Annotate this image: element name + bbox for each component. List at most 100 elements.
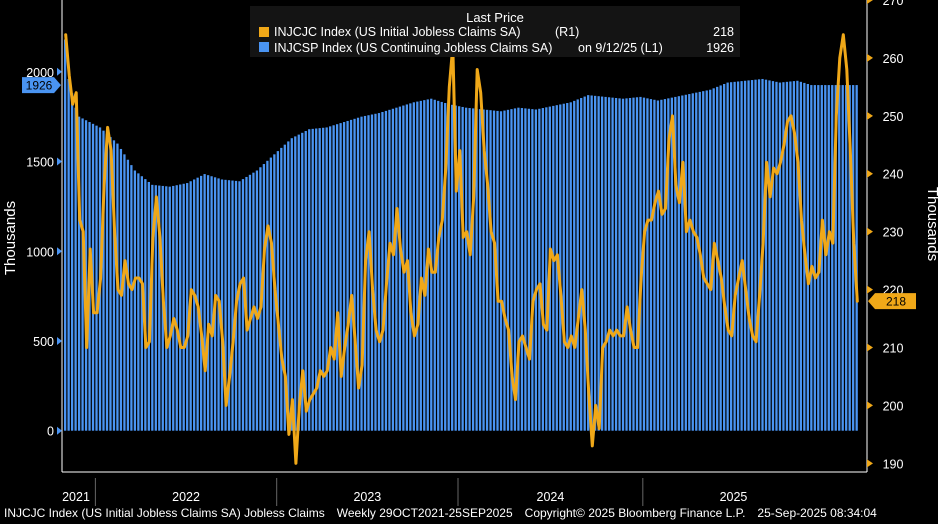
- continuing-claims-bar: [499, 111, 503, 431]
- continuing-claims-bar: [182, 183, 185, 431]
- legend: Last Price INJCJC Index (US Initial Jobl…: [250, 6, 740, 57]
- continuing-claims-bar: [513, 108, 517, 431]
- footer-timestamp: 25-Sep-2025 08:34:04: [757, 506, 877, 520]
- right-last-value-tag: 218: [868, 293, 916, 310]
- continuing-claims-bar: [241, 179, 245, 431]
- continuing-claims-bar: [74, 107, 77, 431]
- continuing-claims-bar: [391, 108, 395, 431]
- continuing-claims-bar: [660, 99, 663, 431]
- right-tick-marker: [867, 53, 873, 62]
- continuing-claims-bar: [168, 186, 171, 431]
- continuing-claims-bar: [635, 97, 639, 431]
- continuing-claims-bar: [444, 103, 447, 431]
- year-label: 2025: [720, 490, 748, 504]
- continuing-claims-bar: [224, 179, 227, 431]
- right-tick-marker: [867, 0, 873, 4]
- continuing-claims-bar: [84, 120, 88, 431]
- continuing-claims-bar: [824, 85, 827, 431]
- continuing-claims-bar: [199, 175, 203, 431]
- continuing-claims-bar: [855, 85, 858, 431]
- left-tick-label: 0: [47, 425, 54, 439]
- continuing-claims-bar: [175, 185, 178, 431]
- continuing-claims-bar: [503, 110, 506, 431]
- continuing-claims-bar: [607, 97, 611, 431]
- continuing-claims-bar: [845, 85, 848, 431]
- continuing-claims-bar: [454, 105, 457, 431]
- continuing-claims-bar: [339, 123, 342, 431]
- continuing-claims-bar: [534, 109, 538, 431]
- continuing-claims-bar: [419, 100, 422, 431]
- initial-claims-line: [64, 33, 859, 465]
- left-axis-title: Thousands: [2, 201, 19, 275]
- continuing-claims-bar: [485, 109, 489, 431]
- continuing-claims-bar: [109, 137, 112, 431]
- continuing-claims-bar: [64, 39, 67, 431]
- continuing-claims-bar: [262, 164, 266, 431]
- continuing-claims-bar: [301, 132, 304, 431]
- right-tick-label: 210: [883, 341, 904, 355]
- continuing-claims-bar: [820, 85, 823, 431]
- continuing-claims-bar: [580, 97, 583, 431]
- continuing-claims-bar: [698, 91, 701, 431]
- continuing-claims-bar: [838, 85, 841, 431]
- continuing-claims-bar: [220, 179, 224, 431]
- continuing-claims-bar: [395, 107, 398, 431]
- continuing-claims-bar: [597, 96, 600, 431]
- continuing-claims-bar: [461, 106, 464, 431]
- continuing-claims-bar: [154, 185, 157, 431]
- continuing-claims-bar: [642, 97, 646, 431]
- continuing-claims-bar: [412, 102, 415, 431]
- legend-axis-initial-claims: (R1): [555, 25, 579, 39]
- continuing-claims-bar: [702, 91, 705, 431]
- continuing-claims-bar: [482, 109, 485, 431]
- continuing-claims-bar: [764, 79, 768, 431]
- continuing-claims-bar: [210, 176, 213, 431]
- continuing-claims-bar: [238, 181, 241, 431]
- continuing-claims-bar: [600, 96, 604, 431]
- continuing-claims-bar: [562, 103, 565, 431]
- continuing-claims-bar: [677, 96, 680, 431]
- continuing-claims-bar: [566, 103, 569, 431]
- right-last-value-tag-shape: [868, 293, 916, 310]
- continuing-claims-bar: [315, 128, 318, 431]
- continuing-claims-bar: [559, 104, 562, 431]
- continuing-claims-bar: [193, 179, 196, 431]
- continuing-claims-bar: [834, 85, 837, 431]
- continuing-claims-bar: [587, 95, 590, 431]
- legend-swatch-continuing-claims: [259, 42, 269, 52]
- continuing-claims-bar: [604, 96, 607, 431]
- continuing-claims-bar: [705, 90, 708, 431]
- continuing-claims-bar: [266, 160, 269, 431]
- continuing-claims-bar: [105, 133, 109, 431]
- continuing-claims-bar: [311, 128, 314, 431]
- continuing-claims-bar: [736, 81, 740, 431]
- continuing-claims-bar: [799, 81, 803, 431]
- continuing-claims-bar: [342, 122, 346, 431]
- footer-title: INJCJC Index (US Initial Jobless Claims …: [4, 506, 325, 520]
- initial-claims-line-group: [64, 33, 859, 465]
- continuing-claims-bar: [423, 100, 426, 431]
- right-axis-title: Thousands: [924, 187, 938, 261]
- legend-swatch-initial-claims: [259, 27, 269, 37]
- continuing-claims-bar: [179, 184, 182, 431]
- continuing-claims-bar: [649, 99, 653, 431]
- continuing-claims-bar: [447, 104, 450, 431]
- continuing-claims-bar: [137, 173, 140, 431]
- continuing-claims-bar: [789, 81, 792, 431]
- continuing-claims-bar: [377, 113, 381, 431]
- continuing-claims-bar: [831, 85, 834, 431]
- continuing-claims-bar: [747, 80, 750, 431]
- continuing-claims-bar: [510, 109, 513, 431]
- continuing-claims-bar: [437, 100, 440, 431]
- left-tick-marker: [57, 247, 62, 256]
- continuing-claims-bar: [280, 147, 283, 431]
- continuing-claims-bar: [325, 127, 328, 431]
- continuing-claims-bar: [726, 82, 729, 431]
- right-tick-marker: [867, 401, 873, 410]
- continuing-claims-bar: [517, 107, 520, 431]
- continuing-claims-bar: [140, 176, 143, 431]
- continuing-claims-bar: [126, 159, 130, 431]
- right-tick-marker: [867, 343, 873, 352]
- legend-label-initial-claims: INJCJC Index (US Initial Jobless Claims …: [274, 25, 521, 39]
- right-tick-label: 190: [883, 457, 904, 471]
